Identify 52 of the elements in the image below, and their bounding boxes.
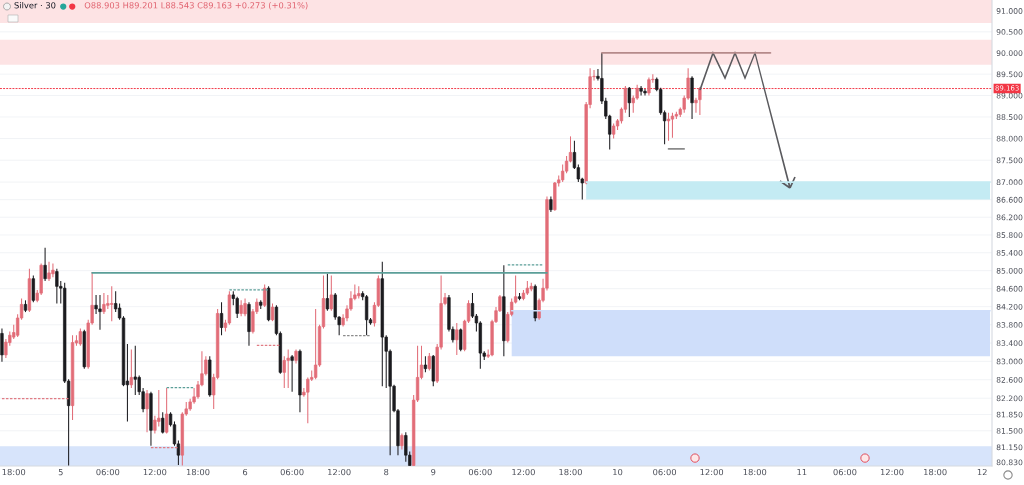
x-tick-label: 8 (384, 468, 389, 476)
x-tick-label: 12 (977, 468, 987, 476)
candlestick (329, 275, 333, 312)
x-tick-label: 18:00 (743, 468, 767, 476)
x-tick-label: 06:00 (833, 468, 857, 476)
candlestick (286, 348, 290, 389)
candlestick (55, 268, 59, 305)
x-tick-label: 11 (797, 469, 807, 476)
x-tick-label: 12:00 (880, 468, 904, 476)
x-tick-label: 9 (431, 468, 436, 476)
x-tick-label: 5 (58, 469, 63, 476)
chart-subtitle: O88.903 H89.201 L88.543 C89.163 +0.273 (+0.31%) (84, 2, 308, 10)
x-tick-label: 12:00 (512, 468, 535, 476)
candlestick (666, 112, 671, 142)
candlestick (161, 411, 165, 435)
candlestick (133, 345, 137, 396)
x-tick-label: 12:00 (143, 468, 167, 476)
candlestick (333, 292, 337, 321)
x-tick-label: 06:00 (653, 468, 677, 476)
candlestick (698, 86, 702, 116)
candlestick (459, 327, 463, 352)
x-tick-label: 12:00 (700, 468, 724, 476)
x-tick-label: 18:00 (2, 468, 26, 476)
x-tick-label: 12:00 (328, 468, 351, 476)
candlestick (47, 261, 51, 282)
candlestick (31, 275, 35, 303)
candlestick (0, 327, 4, 363)
candlestick (145, 389, 149, 433)
candlestick (129, 348, 133, 389)
candlestick (639, 85, 643, 97)
x-tick-label: 06:00 (96, 468, 120, 476)
candlestick (43, 247, 47, 282)
x-tick-label: 18:00 (186, 468, 210, 476)
x-tick-label: 10 (613, 468, 623, 476)
x-tick-label: 18:00 (924, 468, 947, 476)
candlestick (51, 262, 55, 278)
x-tick-label: 06:00 (468, 468, 492, 476)
candlestick (282, 355, 286, 389)
chart-title: Silver · 30 (14, 2, 56, 9)
candlestick (455, 322, 459, 356)
x-tick-label: 18:00 (559, 468, 582, 476)
x-tick-label: 06:00 (280, 468, 304, 476)
candlestick (643, 88, 647, 97)
candlestick (102, 292, 106, 315)
candlestick (165, 387, 169, 435)
candlestick (404, 431, 408, 463)
candlestick (627, 86, 631, 118)
candlestick (98, 294, 102, 331)
x-tick-label: 6 (242, 468, 248, 476)
candlestick (110, 285, 114, 322)
candlestick (290, 354, 294, 393)
candlestick (364, 294, 369, 336)
